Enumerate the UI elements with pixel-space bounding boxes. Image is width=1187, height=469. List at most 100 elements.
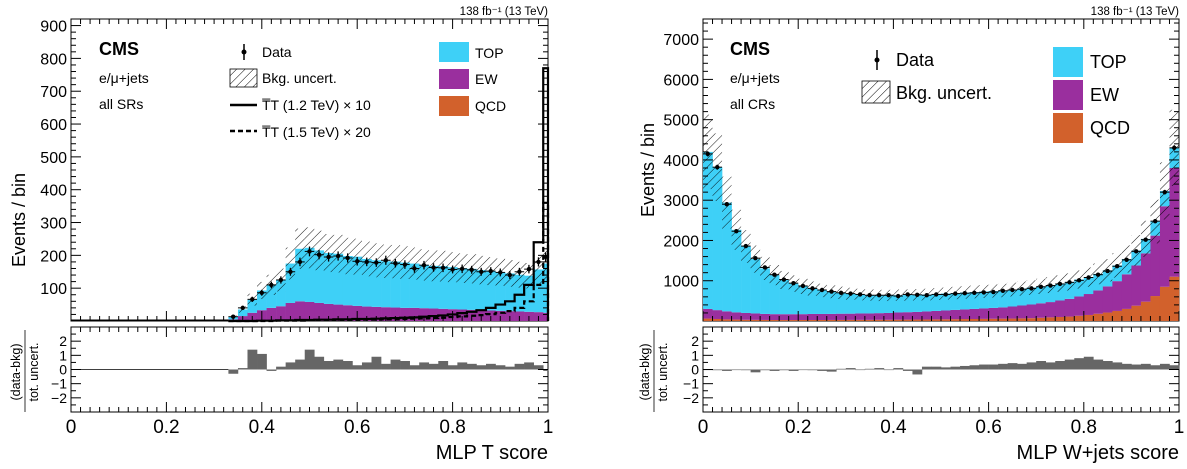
right-ratio-bar bbox=[874, 368, 885, 370]
left-axis-layer: 0 0.2 0.4 0.6 0.8 1 100 200 300 400 500 600 700 800 90… bbox=[40, 19, 553, 438]
right-top-bar bbox=[817, 290, 828, 314]
right-ew-bar bbox=[1017, 305, 1027, 319]
left-y-tick-label: 100 bbox=[40, 281, 67, 298]
right-qcd-bar bbox=[921, 319, 932, 321]
right-ew-bar bbox=[855, 313, 866, 320]
right-data-point bbox=[1143, 237, 1148, 242]
right-ratio-bar bbox=[779, 369, 789, 371]
right-qcd-bar bbox=[1159, 286, 1170, 321]
right-ratio-bar bbox=[864, 368, 875, 370]
left-y-tick-label: 600 bbox=[40, 117, 67, 134]
left-ratio-bar bbox=[371, 356, 382, 370]
right-data-point bbox=[895, 293, 901, 299]
right-top-bar bbox=[893, 295, 904, 313]
left-top-bar bbox=[533, 269, 544, 313]
left-legend: Data Bkg. uncert. T̅T (1.2 TeV) × 10 T̅T… bbox=[229, 42, 506, 140]
left-data-point bbox=[402, 262, 408, 267]
left-ratio-bar bbox=[514, 363, 525, 370]
left-ratio-bar bbox=[266, 369, 277, 371]
left-data-point bbox=[507, 272, 513, 278]
left-uncert-band bbox=[533, 255, 544, 284]
right-qcd-bar bbox=[855, 319, 866, 321]
left-legend-ew-swatch bbox=[439, 69, 469, 89]
left-ratio-bar bbox=[505, 366, 515, 370]
left-uncert-band bbox=[285, 247, 296, 280]
right-ew-bar bbox=[941, 310, 951, 320]
left-top-bar bbox=[333, 253, 344, 305]
left-data-point bbox=[364, 259, 369, 265]
right-ew-bar bbox=[912, 311, 923, 320]
right-ew-bar bbox=[703, 308, 713, 319]
left-ratio-bar bbox=[333, 359, 344, 370]
left-y-tick-label: 900 bbox=[40, 19, 67, 36]
left-ew-bar bbox=[371, 306, 382, 321]
right-y-axis-label: Events / bin bbox=[638, 123, 658, 217]
right-region-label: all CRs bbox=[730, 96, 775, 112]
left-ratio-tick-label: −2 bbox=[51, 390, 67, 406]
left-data-point bbox=[355, 259, 360, 264]
right-ew-bar bbox=[921, 311, 932, 320]
right-data-point bbox=[857, 292, 863, 297]
right-top-bar bbox=[960, 292, 970, 310]
right-top-bar bbox=[931, 294, 942, 311]
right-ew-bar bbox=[1007, 306, 1018, 319]
right-qcd-bar bbox=[836, 319, 847, 321]
right-top-bar bbox=[874, 295, 885, 314]
left-top-bar bbox=[314, 250, 325, 303]
left-ew-bar bbox=[304, 301, 315, 321]
left-x-axis-label: MLP T score bbox=[436, 442, 548, 464]
right-y-tick-label: 6000 bbox=[663, 72, 699, 89]
left-ratio-bar bbox=[285, 362, 296, 370]
right-ratio-bar bbox=[941, 367, 951, 370]
left-ratio-bar bbox=[476, 365, 487, 370]
right-data-point bbox=[1172, 145, 1177, 151]
left-ratio-bar bbox=[237, 368, 248, 370]
right-data-point bbox=[810, 286, 815, 291]
right-ew-bar bbox=[1169, 167, 1180, 277]
right-ratio-y-label-top: (data-bkg) bbox=[638, 344, 652, 401]
right-ratio-bar bbox=[1159, 363, 1170, 370]
right-ratio-tick-label: −2 bbox=[683, 390, 699, 406]
right-top-bar bbox=[883, 295, 894, 313]
left-top-bar bbox=[419, 264, 430, 309]
right-legend-ew-label: EW bbox=[1090, 85, 1119, 105]
right-ew-bar bbox=[769, 314, 780, 320]
right-legend-uncert-label: Bkg. uncert. bbox=[896, 83, 992, 103]
right-experiment-label: CMS bbox=[730, 39, 770, 59]
right-data-point bbox=[1095, 272, 1101, 277]
right-data-point bbox=[905, 292, 910, 297]
left-ratio-bar bbox=[543, 369, 549, 371]
right-data-point bbox=[886, 293, 891, 298]
right-qcd-bar bbox=[741, 319, 751, 321]
right-qcd-bar bbox=[807, 319, 818, 321]
right-ew-bar bbox=[1140, 253, 1151, 302]
left-legend-top-swatch bbox=[439, 42, 469, 62]
right-lumi-label: 138 fb⁻¹ (13 TeV) bbox=[1091, 6, 1179, 18]
right-ratio-bar bbox=[1045, 362, 1056, 370]
left-ratio-tick-label: 0 bbox=[59, 362, 67, 378]
left-legend-data-label: Data bbox=[262, 44, 292, 60]
right-ratio-bar bbox=[1112, 362, 1123, 370]
left-data-point bbox=[240, 305, 245, 311]
right-ratio-bar bbox=[902, 369, 913, 371]
left-ratio-bar bbox=[457, 362, 468, 370]
left-legend-top-label: TOP bbox=[475, 45, 504, 61]
right-qcd-bar bbox=[998, 318, 1008, 321]
left-ratio-bar bbox=[295, 359, 306, 370]
right-qcd-bar bbox=[950, 319, 961, 321]
right-qcd-bar bbox=[826, 319, 837, 321]
right-ratio-bar bbox=[998, 363, 1008, 370]
left-data-point bbox=[517, 269, 522, 274]
right-data-point bbox=[1162, 189, 1167, 195]
left-ew-bar bbox=[361, 306, 372, 321]
right-x-axis-label: MLP W+jets score bbox=[1017, 442, 1179, 464]
right-ratio-tick-label: 2 bbox=[691, 333, 699, 349]
left-ew-bar bbox=[543, 312, 549, 321]
right-ratio-bar bbox=[1131, 364, 1142, 370]
right-qcd-bar bbox=[779, 320, 789, 321]
left-y-tick-label: 500 bbox=[40, 150, 67, 167]
right-qcd-bar bbox=[988, 318, 999, 321]
right-qcd-bar bbox=[1026, 318, 1037, 321]
right-qcd-bar bbox=[1045, 317, 1056, 321]
left-top-bar bbox=[304, 247, 315, 302]
